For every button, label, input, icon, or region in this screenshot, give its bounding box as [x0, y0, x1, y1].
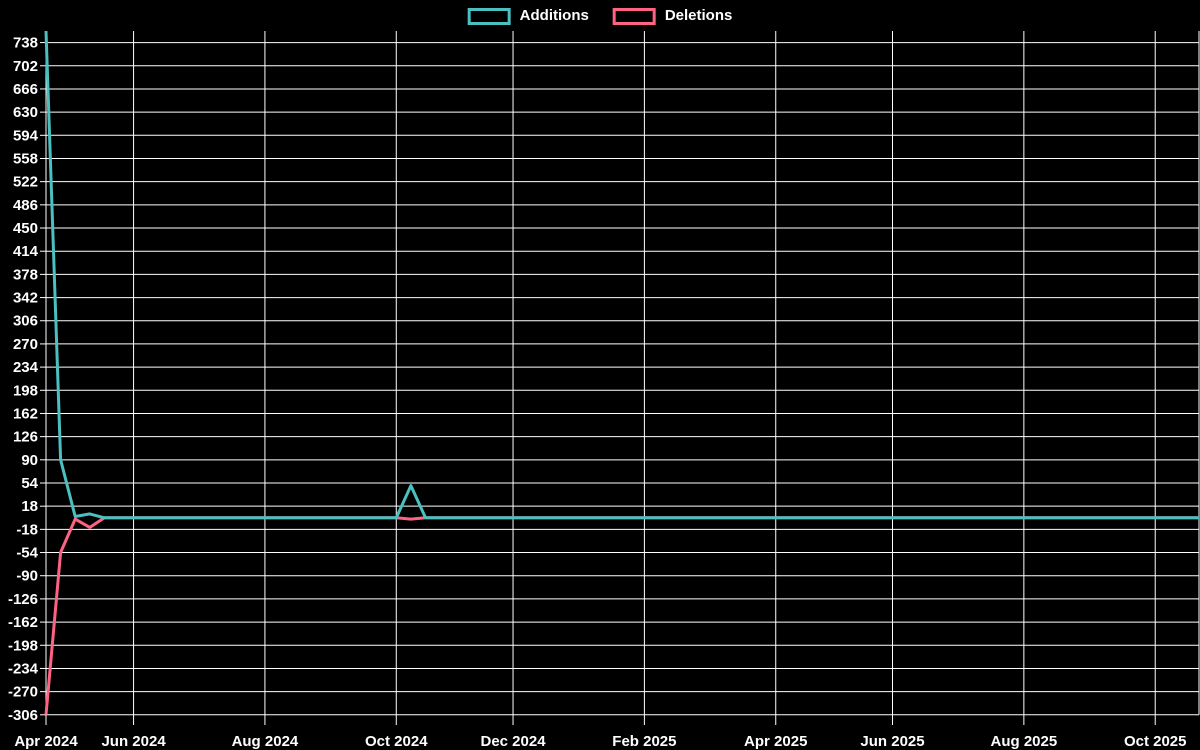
y-axis-label: 126	[13, 429, 38, 446]
deletions-line	[44, 516, 1199, 715]
x-axis-label: Oct 2024	[365, 733, 428, 750]
y-axis-label: 630	[13, 104, 38, 121]
additions-legend-swatch	[467, 7, 511, 25]
y-axis-label: 342	[13, 290, 38, 307]
y-axis-label: -234	[8, 660, 39, 677]
y-axis-label: -18	[16, 521, 38, 538]
x-axis-label: Apr 2024	[14, 733, 78, 750]
y-axis-label: -162	[8, 614, 38, 631]
y-axis-label: 666	[13, 81, 38, 98]
legend-item-deletions[interactable]: Deletions	[612, 7, 733, 25]
y-axis-label: -54	[16, 545, 38, 562]
legend-item-additions[interactable]: Additions	[467, 7, 589, 25]
chart-legend: Additions Deletions	[467, 7, 733, 25]
x-axis-label: Aug 2025	[991, 733, 1058, 750]
x-axis-label: Aug 2024	[232, 733, 299, 750]
y-axis-label: 378	[13, 266, 38, 283]
additions-line	[44, 30, 1199, 520]
y-axis-label: 738	[13, 35, 38, 52]
y-axis-label: -306	[8, 707, 38, 724]
y-axis-label: -126	[8, 591, 38, 608]
y-axis-label: -90	[16, 568, 38, 585]
x-axis-label: Feb 2025	[612, 733, 676, 750]
y-axis-label: 594	[13, 127, 39, 144]
x-axis-label: Oct 2025	[1124, 733, 1187, 750]
y-axis-label: 306	[13, 313, 38, 330]
deletions-legend-label: Deletions	[664, 7, 733, 24]
y-axis-label: 270	[13, 336, 38, 353]
x-axis-label: Dec 2024	[481, 733, 547, 750]
y-axis-label: 522	[13, 174, 38, 191]
y-axis-label: 18	[21, 498, 38, 515]
y-axis-label: 414	[13, 243, 39, 260]
x-axis-label: Jun 2024	[101, 733, 166, 750]
x-axis-label: Jun 2025	[860, 733, 924, 750]
y-axis-label: 54	[21, 475, 38, 492]
y-axis-label: 486	[13, 197, 38, 214]
x-axis-label: Apr 2025	[744, 733, 807, 750]
y-axis-label: 162	[13, 405, 38, 422]
y-axis-label: 558	[13, 150, 38, 167]
y-axis-label: 90	[21, 452, 38, 469]
y-axis-label: 234	[13, 359, 39, 376]
y-axis-label: 198	[13, 382, 38, 399]
additions-legend-label: Additions	[519, 7, 589, 24]
y-axis-label: 450	[13, 220, 38, 237]
y-axis-label: -270	[8, 684, 38, 701]
y-axis-label: 702	[13, 58, 38, 75]
deletions-legend-swatch	[612, 7, 656, 25]
y-axis-label: -198	[8, 637, 38, 654]
